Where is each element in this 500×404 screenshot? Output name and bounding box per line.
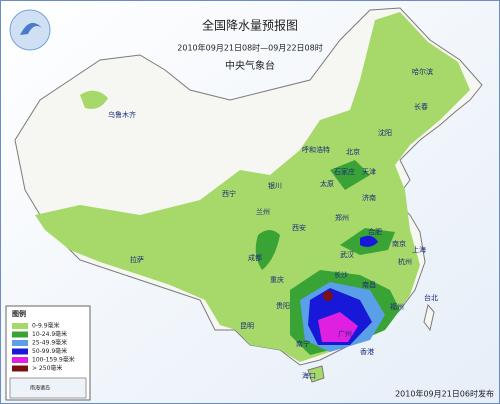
city: 南宁 (296, 339, 310, 348)
city: 台北 (424, 293, 438, 302)
legend-swatch (12, 323, 28, 329)
hainan (307, 365, 325, 383)
legend-label: 10-24.9毫米 (32, 330, 67, 338)
logo-swirl (20, 22, 42, 35)
legend-label: > 250毫米 (32, 364, 62, 372)
city: 沈阳 (378, 128, 392, 137)
inset-map (9, 377, 87, 399)
rain-moderate-3 (255, 230, 280, 270)
city: 哈尔滨 (412, 67, 433, 76)
city: 兰州 (256, 207, 270, 216)
city: 广州 (338, 329, 352, 338)
city: 杭州 (398, 257, 412, 266)
rain-extreme (323, 291, 333, 301)
issuer: 中央气象台 (225, 59, 275, 72)
city: 西宁 (222, 189, 236, 198)
rain-moderate-4 (330, 160, 370, 190)
city: 呼和浩特 (302, 145, 330, 154)
issue-time: 2010年09月21日06时发布 (395, 389, 494, 399)
city: 银川 (268, 181, 282, 190)
legend-label: 25-49.9毫米 (32, 339, 67, 347)
city: 乌鲁木齐 (108, 110, 136, 119)
city: 西安 (292, 223, 306, 232)
city: 石家庄 (334, 167, 355, 176)
legend-label: 0-9.9毫米 (32, 322, 60, 330)
city-labels: 乌鲁木齐 哈尔滨 长春 沈阳 呼和浩特 北京 天津 石家庄 太原 济南 银川 西… (108, 67, 438, 380)
city: 重庆 (270, 275, 284, 284)
legend-items: 0-9.9毫米10-24.9毫米25-49.9毫米50-99.9毫米100-15… (12, 322, 75, 372)
city: 郑州 (335, 214, 349, 222)
city: 福州 (390, 302, 404, 311)
legend-swatch (12, 348, 28, 355)
legend-swatch (12, 331, 28, 338)
legend-swatch (12, 340, 28, 346)
rain-storm-2 (360, 235, 378, 247)
rain-light (35, 12, 470, 362)
city: 太原 (320, 179, 334, 188)
city: 上海 (412, 245, 426, 254)
city: 长沙 (334, 270, 348, 279)
rain-heavy-storm (318, 312, 358, 342)
city: 昆明 (240, 322, 254, 330)
city: 天津 (362, 168, 376, 176)
city: 济南 (362, 193, 376, 202)
city: 贵阳 (276, 301, 290, 310)
legend-label: 100-159.9毫米 (32, 356, 75, 364)
city: 成都 (248, 253, 262, 262)
legend-swatch (12, 357, 28, 363)
legend-label: 50-99.9毫米 (32, 347, 67, 355)
city: 南京 (392, 239, 406, 248)
taiwan (423, 303, 435, 332)
rain-light-xj (80, 90, 108, 109)
city: 海口 (302, 371, 316, 380)
city: 武汉 (340, 250, 354, 259)
inset-label: 南海诸岛 (30, 385, 50, 392)
period: 2010年09月21日08时—09月22日08时 (177, 43, 322, 53)
legend-title: 图例 (12, 309, 26, 318)
city: 拉萨 (130, 255, 144, 264)
city: 合肥 (368, 227, 382, 236)
city: 南昌 (362, 280, 376, 289)
city: 北京 (346, 147, 360, 156)
title: 全国降水量预报图 (202, 18, 298, 33)
city: 长春 (414, 102, 428, 111)
legend-swatch (12, 365, 28, 372)
city: 香港 (360, 347, 374, 356)
